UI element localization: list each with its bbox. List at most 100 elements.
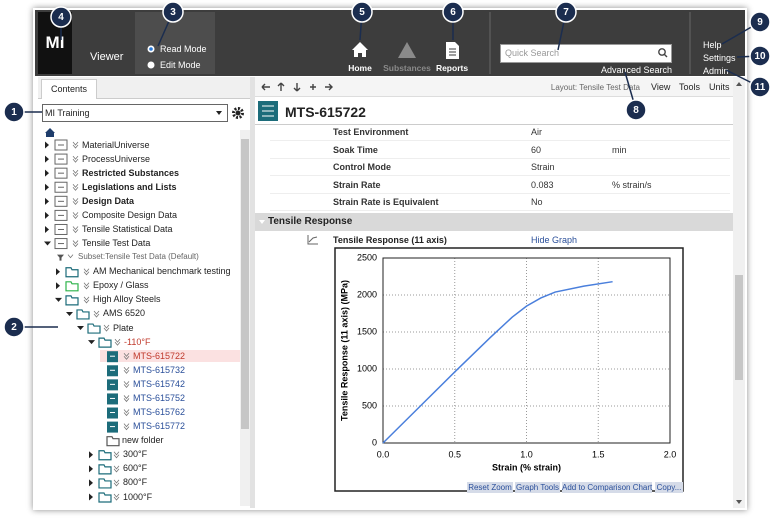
callout (3, 316, 25, 338)
section-header (255, 213, 733, 231)
tree-item[interactable]: Tensile Statistical Data (82, 223, 173, 234)
tree-item[interactable]: AM Mechanical benchmark testing (93, 266, 231, 277)
tree-item[interactable]: Plate (113, 322, 134, 333)
tree-chevron (72, 212, 79, 220)
tree-icon (98, 492, 112, 503)
graph-button[interactable]: Copy... (655, 482, 683, 493)
content-scroll-thumb[interactable] (735, 275, 743, 380)
tree-icon (65, 281, 79, 292)
callout (3, 101, 25, 123)
tree-item[interactable]: MaterialUniverse (82, 139, 150, 150)
tree-chevron (123, 423, 130, 431)
tree-chevron (72, 240, 79, 248)
tree-chevron (72, 155, 79, 163)
section-title: Tensile Response (268, 216, 353, 227)
tree-item[interactable]: 600°F (123, 463, 148, 474)
plot-frame (382, 257, 671, 444)
substances-icon (398, 42, 416, 58)
tree-arrow (45, 225, 49, 233)
top-link[interactable]: Help (703, 40, 722, 50)
graph-button[interactable]: Graph Tools (515, 482, 560, 493)
graph-button[interactable]: Add to Comparison Chart (562, 482, 653, 493)
graph-button[interactable]: Reset Zoom (467, 482, 513, 493)
tree-item[interactable]: MTS-615752 (133, 392, 186, 403)
tree-chevron (72, 198, 79, 205)
tree-icon (106, 436, 120, 447)
database-select[interactable]: MI Training (42, 104, 228, 122)
callout-number: 8 (633, 105, 639, 116)
tree-chevron (72, 183, 79, 191)
mode-option[interactable]: Edit Mode (160, 60, 201, 70)
tree-item[interactable]: MTS-615722 (133, 350, 186, 361)
tree-icon (65, 267, 79, 278)
tree-item[interactable]: MTS-615732 (133, 364, 186, 375)
callout (555, 1, 577, 23)
tree-item[interactable]: MTS-615742 (133, 378, 186, 389)
tree-item[interactable]: 300°F (123, 449, 148, 460)
top-link[interactable]: Admin (703, 66, 729, 76)
tree-arrow (77, 326, 84, 331)
tree-item[interactable]: Legislations and Lists (82, 181, 177, 192)
tree-arrow (45, 197, 49, 205)
tree-arrow (45, 183, 49, 191)
row-rule (270, 210, 730, 211)
mode-option[interactable]: Read Mode (160, 44, 207, 54)
title-rule (255, 124, 733, 125)
tree-item[interactable]: Restricted Substances (82, 167, 180, 178)
callout (442, 1, 464, 23)
search-placeholder: Quick Search (505, 48, 560, 58)
tree-item[interactable]: Subset:Tensile Test Data (Default) (78, 252, 199, 262)
x-tick-label: 1.5 (592, 449, 605, 459)
tree-chevron (114, 338, 121, 346)
attribute-value: 0.083 (531, 179, 554, 190)
attribute-name: Strain Rate (333, 179, 381, 190)
hide-graph[interactable]: Hide Graph (531, 235, 578, 245)
x-tick-label: 0.0 (377, 449, 390, 459)
nav-label[interactable]: Reports (435, 63, 469, 73)
tree-item[interactable]: MTS-615772 (133, 421, 186, 432)
tree-icon (98, 337, 112, 348)
menu-item[interactable]: View (651, 82, 671, 92)
x-tick-label: 2.0 (664, 449, 677, 459)
scroll-down (736, 500, 742, 504)
top-link[interactable]: Settings (703, 53, 736, 63)
menu-item[interactable]: Units (709, 82, 730, 92)
tree-item[interactable]: MTS-615762 (133, 407, 186, 418)
tree-icon (76, 309, 90, 320)
nav-label[interactable]: Home (348, 63, 372, 73)
tree-item[interactable]: 1000°F (123, 491, 153, 502)
search-box[interactable] (500, 44, 672, 63)
tree-arrow (89, 451, 93, 459)
tree-chevron (83, 268, 90, 276)
callout-number: 9 (757, 17, 763, 28)
tree-item[interactable]: Design Data (82, 195, 135, 206)
tree-arrow (89, 465, 93, 473)
tree-chevron (83, 296, 90, 304)
tree-chevron (123, 367, 130, 374)
tree-item[interactable]: ProcessUniverse (82, 153, 151, 164)
tree-item[interactable]: new folder (122, 435, 164, 446)
menu-item[interactable]: Tools (679, 82, 701, 92)
tree-item[interactable]: AMS 6520 (103, 308, 146, 319)
callout (749, 45, 771, 67)
gear (232, 107, 244, 119)
tree-item[interactable]: Tensile Test Data (82, 238, 151, 249)
tree-chevron (72, 169, 79, 177)
tree-item[interactable]: Epoxy / Glass (93, 280, 149, 291)
nav-label[interactable]: Substances (383, 63, 431, 73)
sidebar-scroll-thumb[interactable] (241, 139, 249, 429)
tree-item[interactable]: -110°F (124, 336, 151, 347)
tree-item[interactable]: Composite Design Data (82, 209, 178, 220)
tree-home (45, 128, 55, 137)
contents-tab[interactable]: Contents (41, 79, 97, 99)
callout-number: 11 (755, 82, 766, 93)
row-rule (270, 192, 730, 194)
attribute-unit: % strain/s (612, 179, 652, 190)
attribute-value: Strain (531, 162, 555, 172)
tree-chevron (67, 254, 74, 259)
search-icon-handle (664, 54, 668, 58)
tree-item[interactable]: 800°F (123, 477, 148, 488)
advanced-search[interactable]: Advanced Search (600, 65, 672, 75)
tree-item[interactable]: High Alloy Steels (93, 294, 161, 305)
